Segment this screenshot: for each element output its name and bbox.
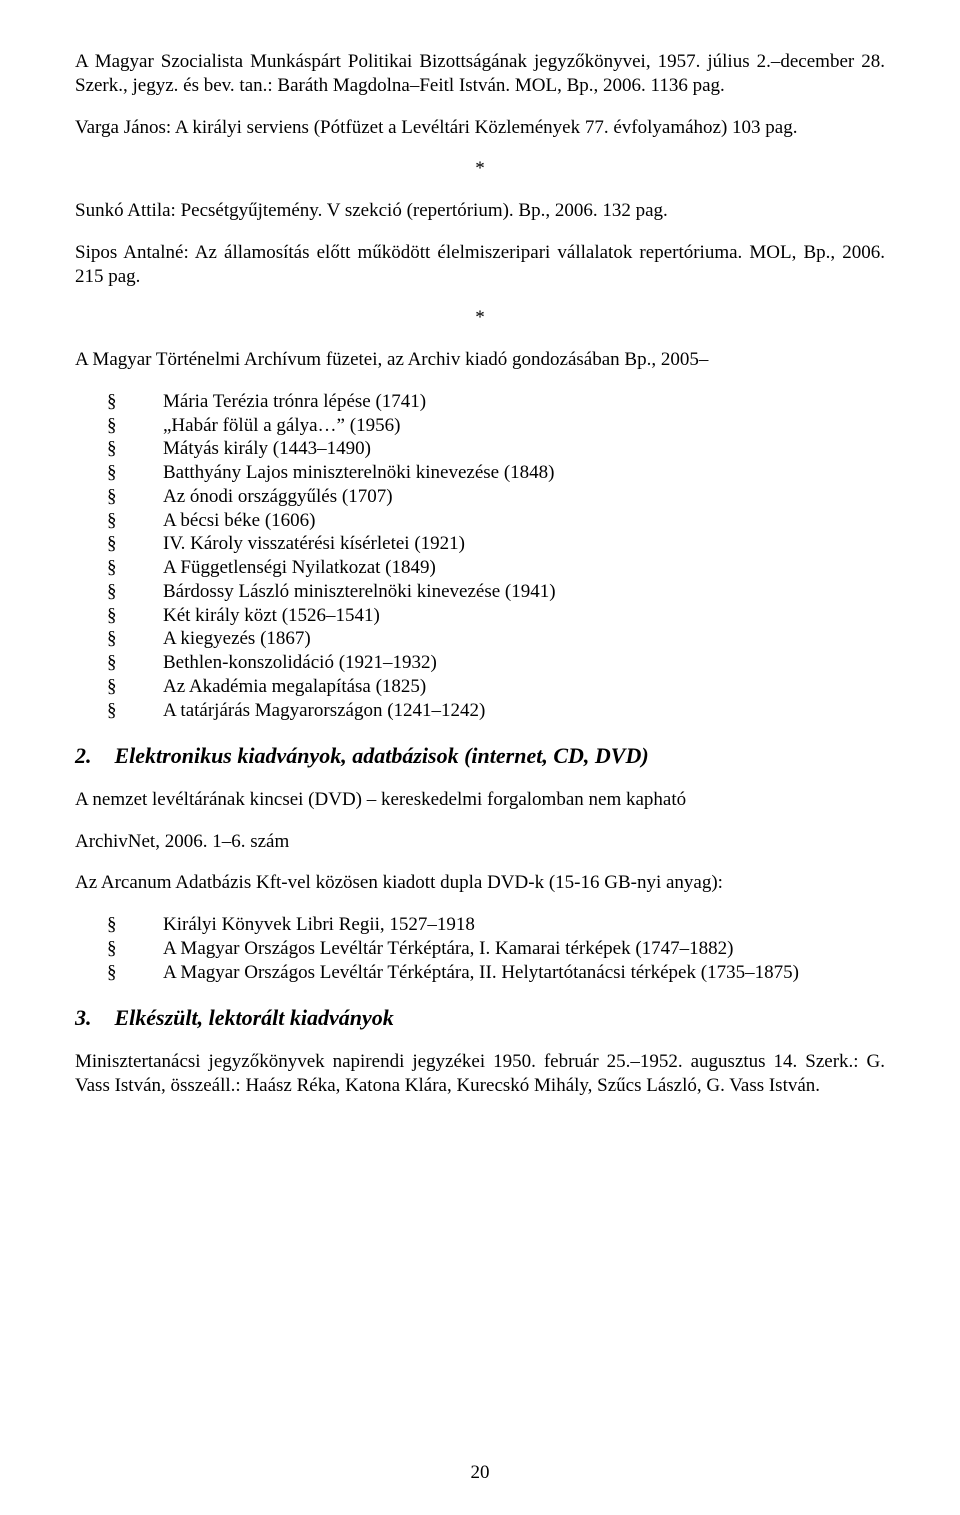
- section-number: 2.: [75, 742, 109, 770]
- bullet-icon: §: [135, 532, 155, 556]
- paragraph: Minisztertanácsi jegyzőkönyvek napirendi…: [75, 1050, 885, 1098]
- bullet-icon: §: [135, 390, 155, 414]
- bullet-icon: §: [135, 414, 155, 438]
- list-item-text: A Függetlenségi Nyilatkozat (1849): [163, 557, 436, 578]
- bullet-icon: §: [135, 580, 155, 604]
- list-item-text: Az ónodi országgyűlés (1707): [163, 486, 393, 507]
- list-item: § Bárdossy László miniszterelnöki kinevez…: [135, 580, 885, 604]
- list-item-text: „Habár fölül a gálya…” (1956): [163, 415, 400, 436]
- paragraph: A Magyar Történelmi Archívum füzetei, az…: [75, 348, 885, 372]
- list-item-text: Az Akadémia megalapítása (1825): [163, 676, 426, 697]
- section-heading-3: 3. Elkészült, lektorált kiadványok: [75, 1004, 885, 1032]
- paragraph: Sipos Antalné: Az államosítás előtt műkö…: [75, 241, 885, 289]
- bullet-icon: §: [135, 509, 155, 533]
- list-item: § A kiegyezés (1867): [135, 627, 885, 651]
- bullet-icon: §: [135, 437, 155, 461]
- bullet-icon: §: [135, 604, 155, 628]
- page-container: A Magyar Szocialista Munkáspárt Politika…: [0, 0, 960, 1515]
- list-item-text: A bécsi béke (1606): [163, 510, 315, 531]
- list-item: § A Magyar Országos Levéltár Térképtára, …: [135, 937, 885, 961]
- list-item: § Két király közt (1526–1541): [135, 604, 885, 628]
- list-item-text: Királyi Könyvek Libri Regii, 1527–1918: [163, 914, 475, 935]
- list-item-text: A tatárjárás Magyarországon (1241–1242): [163, 700, 485, 721]
- bullet-icon: §: [135, 651, 155, 675]
- paragraph: ArchivNet, 2006. 1–6. szám: [75, 830, 885, 854]
- list-item: § Királyi Könyvek Libri Regii, 1527–1918: [135, 913, 885, 937]
- dvd-list: §Királyi Könyvek Libri Regii, 1527–1918 …: [75, 913, 885, 984]
- list-item: § A tatárjárás Magyarországon (1241–1242): [135, 699, 885, 723]
- paragraph: A Magyar Szocialista Munkáspárt Politika…: [75, 50, 885, 98]
- page-number: 20: [0, 1461, 960, 1485]
- paragraph: Sunkó Attila: Pecsétgyűjtemény. V szekci…: [75, 199, 885, 223]
- bullet-icon: §: [135, 699, 155, 723]
- list-item-text: IV. Károly visszatérési kísérletei (1921…: [163, 533, 465, 554]
- section-number: 3.: [75, 1004, 109, 1032]
- section-separator: *: [75, 306, 885, 330]
- bullet-icon: §: [135, 961, 155, 985]
- paragraph: Varga János: A királyi serviens (Pótfüze…: [75, 116, 885, 140]
- bullet-icon: §: [135, 937, 155, 961]
- list-item-text: Két király közt (1526–1541): [163, 605, 380, 626]
- list-item: § IV. Károly visszatérési kísérletei (192…: [135, 532, 885, 556]
- list-item: § Bethlen-konszolidáció (1921–1932): [135, 651, 885, 675]
- bullet-icon: §: [135, 627, 155, 651]
- bullet-icon: §: [135, 461, 155, 485]
- list-item-text: Bethlen-konszolidáció (1921–1932): [163, 652, 437, 673]
- bullet-icon: §: [135, 675, 155, 699]
- list-item-text: A kiegyezés (1867): [163, 628, 311, 649]
- list-item-text: Mátyás király (1443–1490): [163, 438, 371, 459]
- list-item: § A bécsi béke (1606): [135, 509, 885, 533]
- list-item-text: Bárdossy László miniszterelnöki kinevezé…: [163, 581, 556, 602]
- section-title: Elkészült, lektorált kiadványok: [115, 1005, 394, 1030]
- section-heading-2: 2. Elektronikus kiadványok, adatbázisok …: [75, 742, 885, 770]
- paragraph: A nemzet levéltárának kincsei (DVD) – ke…: [75, 788, 885, 812]
- list-item: § Mária Terézia trónra lépése (1741): [135, 390, 885, 414]
- list-item-text: A Magyar Országos Levéltár Térképtára, I…: [163, 962, 799, 983]
- bullet-icon: §: [135, 485, 155, 509]
- list-item: § „Habár fölül a gálya…” (1956): [135, 414, 885, 438]
- section-title: Elektronikus kiadványok, adatbázisok (in…: [115, 743, 649, 768]
- bullet-icon: §: [135, 913, 155, 937]
- list-item: § A Magyar Országos Levéltár Térképtára, …: [135, 961, 885, 985]
- list-item: § Mátyás király (1443–1490): [135, 437, 885, 461]
- list-item: § Az Akadémia megalapítása (1825): [135, 675, 885, 699]
- bullet-icon: §: [135, 556, 155, 580]
- list-item: § Batthyány Lajos miniszterelnöki kinevez…: [135, 461, 885, 485]
- history-list: § Mária Terézia trónra lépése (1741) § „Ha…: [75, 390, 885, 723]
- section-separator: *: [75, 157, 885, 181]
- list-item-text: Batthyány Lajos miniszterelnöki kinevezé…: [163, 462, 555, 483]
- list-item-text: Mária Terézia trónra lépése (1741): [163, 391, 426, 412]
- paragraph: Az Arcanum Adatbázis Kft-vel közösen kia…: [75, 871, 885, 895]
- list-item-text: A Magyar Országos Levéltár Térképtára, I…: [163, 938, 733, 959]
- list-item: § Az ónodi országgyűlés (1707): [135, 485, 885, 509]
- list-item: § A Függetlenségi Nyilatkozat (1849): [135, 556, 885, 580]
